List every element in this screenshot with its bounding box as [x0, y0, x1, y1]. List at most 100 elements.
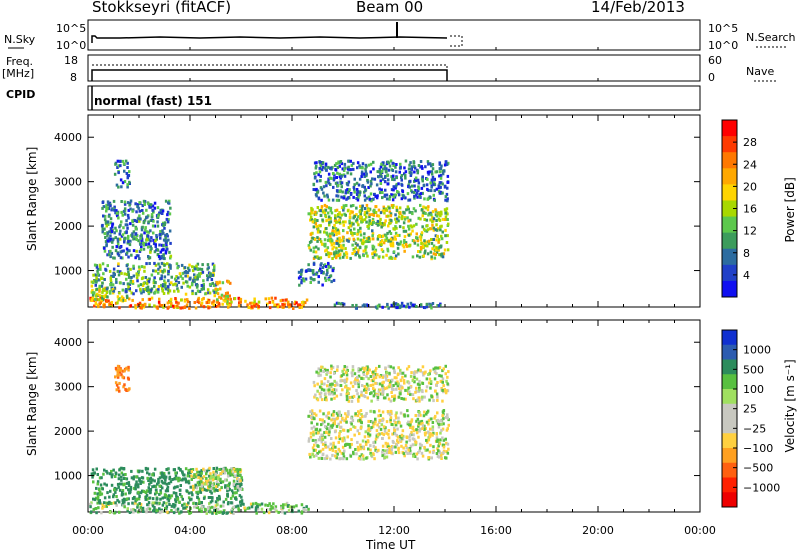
data-cell [133, 509, 137, 513]
data-cell [387, 168, 391, 172]
data-cell [365, 456, 368, 460]
data-cell [148, 262, 151, 265]
data-cell [157, 255, 161, 258]
data-cell [115, 211, 119, 215]
data-cell [384, 449, 387, 453]
data-cell [156, 224, 160, 228]
data-cell [311, 271, 315, 275]
data-cell [408, 185, 411, 189]
data-cell [193, 267, 197, 271]
data-cell [363, 185, 366, 189]
data-cell [305, 269, 308, 273]
data-cell [112, 267, 116, 271]
data-cell [349, 159, 352, 163]
data-cell [146, 245, 150, 249]
data-cell [112, 289, 116, 293]
data-cell [396, 190, 399, 193]
data-cell [411, 427, 414, 431]
data-cell [444, 218, 447, 221]
data-cell [123, 180, 127, 183]
data-cell [182, 281, 185, 285]
data-cell [194, 475, 197, 479]
data-cell [330, 280, 333, 284]
data-cell [187, 496, 191, 500]
data-cell [347, 165, 350, 169]
data-cell [330, 437, 333, 440]
data-cell [167, 291, 170, 295]
data-cell [203, 469, 207, 473]
data-cell [256, 507, 260, 511]
data-cell [446, 234, 449, 238]
data-cell [387, 432, 390, 436]
data-cell [425, 218, 429, 222]
data-cell [343, 449, 346, 453]
data-cell [356, 243, 359, 247]
data-cell [380, 175, 383, 179]
data-cell [377, 414, 380, 418]
data-cell [138, 477, 141, 481]
data-cell [147, 255, 150, 258]
data-cell [141, 211, 145, 215]
data-cell [425, 412, 428, 416]
data-cell [384, 366, 387, 370]
data-cell [132, 230, 136, 234]
data-cell [418, 383, 421, 387]
data-cell [155, 497, 158, 501]
data-cell [307, 439, 311, 443]
data-cell [430, 257, 433, 261]
data-cell [433, 183, 437, 187]
x-tick-label: 00:00 [684, 524, 716, 537]
data-cell [303, 279, 306, 283]
data-cell [400, 197, 404, 201]
data-cell [117, 477, 121, 481]
data-cell [358, 254, 361, 258]
data-cell [357, 228, 360, 232]
data-cell [356, 215, 360, 219]
data-cell [355, 188, 359, 191]
data-cell [219, 472, 223, 475]
colorbar-label: Power [dB] [783, 177, 797, 242]
data-cell [332, 172, 335, 176]
data-cell [184, 467, 188, 471]
data-cell [190, 491, 193, 495]
data-cell [141, 209, 144, 212]
data-cell [167, 201, 170, 205]
data-cell [136, 503, 140, 507]
data-cell [281, 510, 284, 514]
data-cell [409, 392, 412, 396]
data-cell [322, 271, 325, 275]
data-cell [396, 246, 400, 250]
data-cell [397, 395, 401, 399]
data-cell [326, 238, 330, 242]
data-cell [395, 376, 398, 380]
data-cell [359, 368, 362, 372]
data-cell [146, 285, 150, 289]
data-cell [438, 162, 442, 166]
data-cell [392, 195, 395, 199]
data-cell [356, 237, 360, 241]
data-cell [349, 454, 353, 458]
data-cell [198, 470, 201, 474]
data-cell [314, 222, 318, 225]
data-cell [360, 390, 363, 394]
data-cell [318, 418, 322, 422]
data-cell [118, 159, 122, 163]
data-cell [308, 268, 312, 272]
data-cell [110, 469, 113, 473]
data-cell [136, 203, 140, 207]
data-cell [198, 475, 202, 479]
data-cell [415, 428, 418, 432]
data-cell [320, 382, 323, 386]
data-cell [365, 196, 369, 200]
data-cell [418, 194, 421, 198]
data-cell [130, 469, 133, 473]
data-cell [158, 511, 162, 515]
data-cell [167, 285, 170, 289]
data-cell [381, 177, 385, 181]
data-cell [309, 215, 313, 219]
data-cell [338, 244, 341, 247]
freq-unit-label: [MHz] [2, 67, 35, 80]
data-cell [250, 505, 254, 509]
data-cell [359, 204, 362, 208]
data-cell [359, 457, 362, 461]
